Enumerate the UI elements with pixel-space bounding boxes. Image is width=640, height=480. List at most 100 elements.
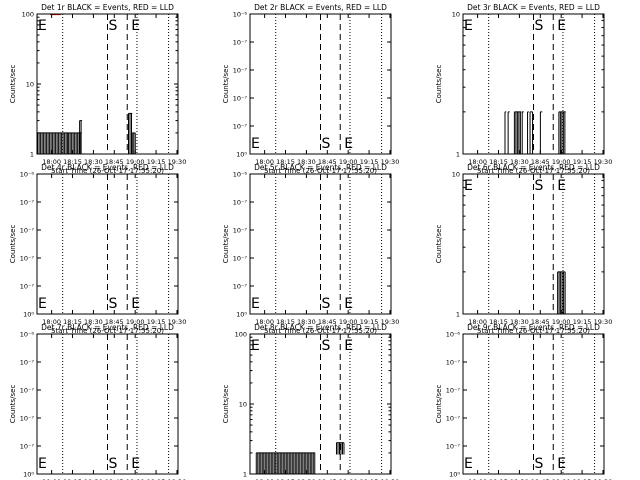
- x-tick-label: 18:15: [63, 318, 82, 326]
- interval-end-marker: E: [557, 18, 566, 34]
- x-axis-label: Start Time (26-Oct-17 17:55:20): [477, 167, 590, 175]
- x-tick-label: 18:45: [531, 478, 550, 480]
- x-tick-label: 19:30: [594, 318, 613, 326]
- y-tick-label: 10⁻⁷: [233, 254, 248, 262]
- x-tick-label: 18:00: [42, 478, 61, 480]
- x-tick-label: 18:45: [318, 478, 337, 480]
- y-tick-label: 10: [452, 11, 460, 19]
- x-axis-label: Start Time (26-Oct-17 17:55:20): [264, 327, 377, 335]
- x-tick-label: 18:45: [531, 318, 550, 326]
- y-tick-label: 10⁻⁶: [20, 331, 35, 339]
- y-axis-label: Counts/sec: [9, 385, 17, 424]
- y-tick-label: 10⁻⁷: [20, 254, 35, 262]
- interval-end-marker: E: [464, 18, 473, 34]
- x-tick-label: 19:30: [381, 478, 400, 480]
- interval-end-marker: E: [344, 296, 353, 312]
- interval-end-marker: E: [344, 136, 353, 152]
- y-tick-label: 10⁰: [236, 151, 247, 159]
- interval-end-marker: E: [131, 456, 140, 472]
- y-axis-label: Counts/sec: [222, 65, 230, 104]
- x-tick-label: 18:00: [255, 158, 274, 166]
- y-tick-label: 10⁻⁶: [446, 331, 461, 339]
- y-tick-label: 10⁻⁷: [20, 283, 35, 291]
- y-axis-label: Counts/sec: [435, 65, 443, 104]
- interval-end-marker: E: [464, 456, 473, 472]
- panel-title: Det 8r BLACK = Events, RED = LLD: [254, 323, 387, 332]
- y-tick-label: 1: [456, 151, 460, 159]
- event-count-segment: [127, 112, 133, 154]
- event-count-segment: [513, 111, 522, 154]
- panel-title: Det 9r BLACK = Events, RED = LLD: [467, 323, 600, 332]
- interval-end-marker: E: [131, 296, 140, 312]
- x-tick-label: 19:30: [381, 158, 400, 166]
- x-tick-label: 19:30: [381, 318, 400, 326]
- x-tick-label: 19:00: [339, 158, 358, 166]
- x-tick-label: 18:30: [297, 158, 316, 166]
- event-count-segment: [37, 132, 69, 154]
- y-tick-label: 100: [22, 11, 34, 19]
- detector-panel-8: Det 8r BLACK = Events, RED = LLD 18:00 18:…: [222, 323, 399, 480]
- event-count-segment: [527, 111, 529, 154]
- y-axis-label: Counts/sec: [222, 385, 230, 424]
- plot-frame: [36, 173, 179, 315]
- plot-frame: [462, 173, 605, 315]
- x-tick-label: 18:30: [510, 318, 529, 326]
- x-tick-label: 18:00: [468, 318, 487, 326]
- interval-end-marker: E: [464, 178, 473, 194]
- x-tick-label: 18:45: [105, 478, 124, 480]
- interval-end-marker: E: [38, 456, 47, 472]
- x-tick-label: 18:45: [105, 318, 124, 326]
- event-count-segment: [558, 111, 566, 154]
- y-tick-label: 10⁻⁷: [446, 386, 461, 394]
- x-tick-label: 19:15: [147, 318, 166, 326]
- interval-end-marker: E: [557, 178, 566, 194]
- y-tick-label: 10⁻⁷: [20, 386, 35, 394]
- plot-frame: [462, 13, 605, 155]
- interval-end-marker: E: [251, 296, 260, 312]
- event-count-segment: [79, 120, 83, 154]
- x-tick-label: 19:30: [168, 478, 187, 480]
- x-tick-label: 18:45: [531, 158, 550, 166]
- x-axis-label: Start Time (26-Oct-17 17:55:20): [51, 327, 164, 335]
- x-tick-label: 18:30: [297, 478, 316, 480]
- x-tick-label: 19:00: [126, 158, 145, 166]
- detector-panel-9: Det 9r BLACK = Events, RED = LLD18:0018:…: [435, 323, 612, 480]
- x-tick-label: 18:15: [276, 158, 295, 166]
- x-tick-label: 19:15: [147, 158, 166, 166]
- event-count-segment: [507, 111, 510, 154]
- interval-end-marker: E: [557, 456, 566, 472]
- interval-end-marker: E: [38, 296, 47, 312]
- x-tick-label: 19:15: [147, 478, 166, 480]
- x-axis-label: Start Time (26-Oct-17 17:55:20): [264, 167, 377, 175]
- x-tick-label: 18:30: [84, 318, 103, 326]
- x-tick-label: 19:00: [552, 318, 571, 326]
- interval-end-marker: E: [251, 136, 260, 152]
- x-tick-label: 18:45: [318, 158, 337, 166]
- y-tick-label: 10⁻⁷: [233, 94, 248, 102]
- event-count-segment: [529, 111, 534, 154]
- event-count-segment: [504, 111, 507, 154]
- x-tick-label: 18:45: [318, 318, 337, 326]
- x-axis-label: Start Time (26-Oct-17 17:55:20): [51, 167, 164, 175]
- x-tick-label: 19:30: [168, 158, 187, 166]
- x-tick-label: 19:15: [573, 478, 592, 480]
- x-tick-label: 18:15: [276, 318, 295, 326]
- x-tick-label: 18:15: [489, 478, 508, 480]
- panel-title: Det 1r BLACK = Events, RED = LLD: [41, 3, 174, 12]
- y-tick-label: 10⁰: [236, 311, 247, 319]
- x-tick-label: 19:30: [594, 478, 613, 480]
- interval-start-marker: S: [109, 18, 118, 34]
- x-tick-label: 18:00: [255, 478, 274, 480]
- y-tick-label: 10⁻⁷: [233, 198, 248, 206]
- y-tick-label: 10⁻⁷: [233, 38, 248, 46]
- interval-start-marker: S: [535, 456, 544, 472]
- y-tick-label: 10⁻⁷: [233, 283, 248, 291]
- x-tick-label: 18:15: [63, 158, 82, 166]
- x-tick-label: 18:45: [105, 158, 124, 166]
- interval-start-marker: S: [322, 136, 331, 152]
- y-tick-label: 10⁻⁷: [233, 122, 248, 130]
- y-tick-label: 10⁻⁷: [446, 443, 461, 451]
- interval-end-marker: E: [131, 18, 140, 34]
